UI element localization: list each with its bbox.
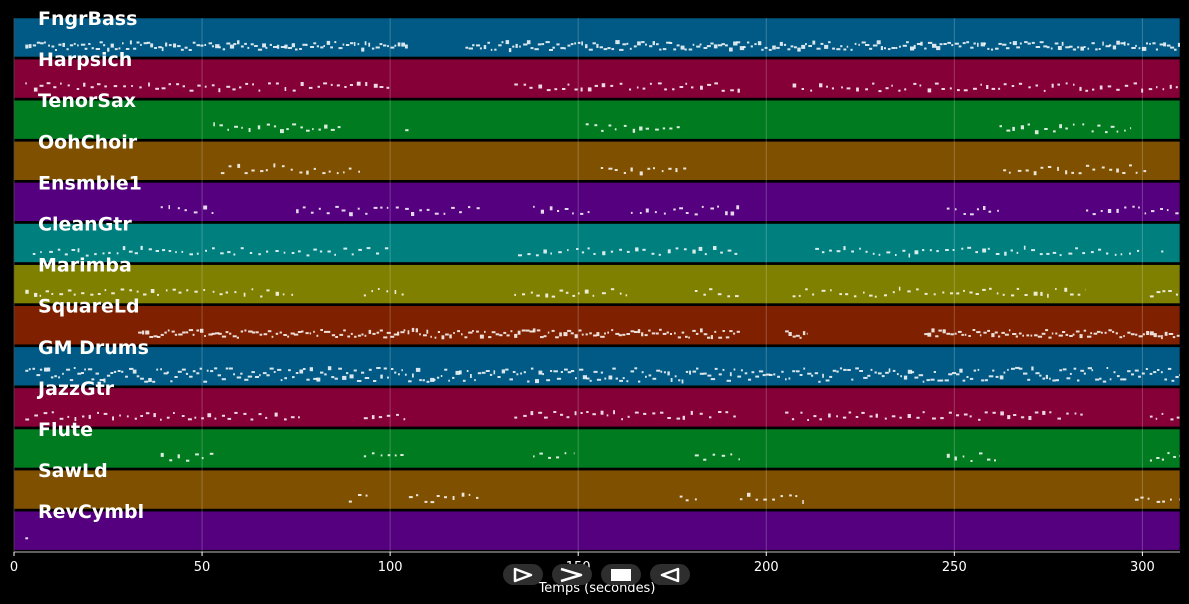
- note-segment: [25, 81, 390, 93]
- note-segment: [160, 205, 214, 214]
- note-segment: [1149, 290, 1178, 298]
- play-button[interactable]: [503, 564, 543, 585]
- track-lane: [13, 223, 1181, 263]
- note-segment: [694, 453, 740, 461]
- note-segment: [25, 40, 408, 52]
- track-label: SquareLd: [38, 296, 140, 318]
- track-label: TenorSax: [38, 90, 136, 112]
- note-segment: [32, 245, 389, 257]
- note-segment: [1134, 496, 1180, 503]
- note-segment: [514, 410, 736, 421]
- note-segment: [465, 40, 1180, 53]
- note-segment: [138, 327, 740, 340]
- note-segment: [1149, 452, 1180, 462]
- note-segment: [408, 492, 479, 504]
- x-tick-label: 100: [378, 560, 403, 575]
- track-label: GM Drums: [38, 337, 149, 359]
- note-segment: [533, 452, 575, 459]
- track-label: SawLd: [38, 460, 108, 482]
- tracks-layer: [13, 17, 1181, 551]
- track-label: JazzGtr: [36, 378, 115, 400]
- track-lane: [13, 141, 1181, 181]
- note-segment: [694, 288, 739, 298]
- stop-icon: [611, 568, 631, 581]
- note-segment: [815, 245, 1140, 258]
- track-label: RevCymbl: [38, 501, 144, 523]
- track-label: Marimba: [38, 255, 132, 277]
- note-segment: [25, 411, 300, 421]
- note-segment: [25, 366, 1180, 384]
- track-lane: [13, 428, 1181, 469]
- note-segment: [296, 205, 480, 217]
- note-segment: [792, 286, 1086, 298]
- x-tick-label: 50: [194, 560, 211, 575]
- note-segment: [1003, 164, 1147, 176]
- x-tick-label: 250: [942, 560, 967, 575]
- note-segment: [1149, 412, 1180, 421]
- note-segment: [514, 288, 628, 298]
- track-lane: [13, 17, 1181, 58]
- note-segment: [585, 123, 680, 133]
- note-segment: [363, 288, 404, 297]
- x-tick-label: 300: [1130, 560, 1155, 575]
- note-segment: [213, 122, 341, 134]
- track-label: OohChoir: [38, 131, 138, 153]
- notes-layer: [25, 40, 1180, 540]
- track-lane: [13, 58, 1181, 99]
- note-segment: [405, 129, 409, 132]
- note-segment: [1161, 250, 1164, 253]
- note-segment: [1086, 205, 1179, 216]
- note-segment: [348, 494, 368, 503]
- fast-forward-button[interactable]: [552, 564, 592, 585]
- track-lane: [13, 387, 1181, 428]
- note-segment: [518, 246, 738, 257]
- note-segment: [679, 495, 697, 502]
- x-tick-label: 200: [754, 560, 779, 575]
- note-segment: [946, 206, 999, 216]
- fast-forward-icon: [560, 567, 583, 582]
- note-segment: [160, 452, 214, 462]
- play-icon: [513, 567, 533, 582]
- track-lane: [13, 510, 1181, 551]
- track-label: Harpsich: [38, 49, 132, 71]
- x-tick-label: 0: [10, 560, 18, 575]
- track-label: Flute: [38, 419, 93, 441]
- note-segment: [363, 413, 406, 421]
- note-segment: [924, 328, 1180, 340]
- playback-controls: [503, 564, 690, 586]
- track-lane: [13, 264, 1181, 304]
- note-segment: [220, 163, 360, 175]
- note-segment: [25, 288, 294, 298]
- x-axis: 050100150200250300: [10, 551, 1180, 575]
- note-segment: [739, 492, 804, 504]
- rewind-button[interactable]: [650, 564, 690, 585]
- note-segment: [785, 330, 808, 339]
- note-segment: [514, 82, 740, 93]
- note-segment: [785, 410, 1083, 421]
- track-lane: [13, 305, 1181, 346]
- track-label: FngrBass: [38, 8, 137, 30]
- note-segment: [946, 452, 996, 462]
- note-segment: [533, 205, 590, 215]
- track-lane: [13, 469, 1181, 510]
- stop-button[interactable]: [601, 564, 641, 585]
- track-lane: [13, 182, 1181, 222]
- track-label: CleanGtr: [38, 214, 132, 236]
- note-segment: [999, 123, 1132, 135]
- track-labels: FngrBass Harpsich TenorSax OohChoir Ensmble1…: [36, 8, 149, 523]
- track-label: Ensmble1: [38, 172, 142, 194]
- note-segment: [363, 452, 404, 458]
- note-segment: [25, 537, 29, 540]
- note-segment: [600, 167, 687, 176]
- rewind-icon: [660, 567, 680, 582]
- note-segment: [630, 205, 740, 216]
- note-segment: [792, 82, 1178, 93]
- track-lane: [13, 99, 1181, 140]
- grid-layer: [13, 18, 1143, 552]
